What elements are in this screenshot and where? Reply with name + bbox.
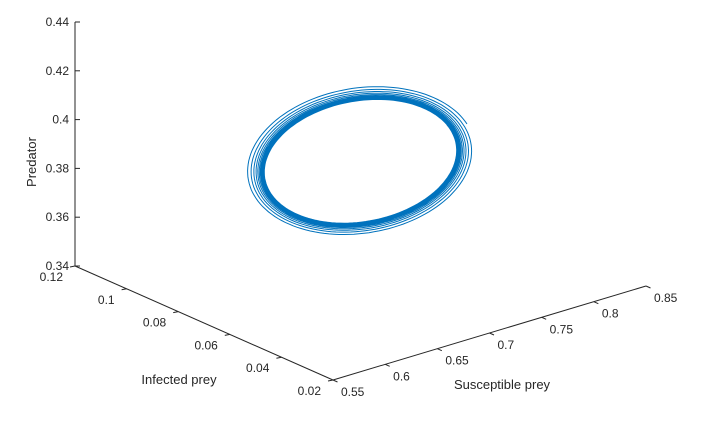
y-tick-label: 0.12 — [40, 270, 64, 284]
y-tick-mark — [327, 379, 334, 382]
x-tick-mark — [645, 285, 651, 289]
z-tick-label: 0.4 — [52, 113, 69, 127]
x-tick-label: 0.55 — [341, 385, 365, 399]
axes — [69, 21, 651, 383]
x-tick-mark — [489, 332, 495, 336]
y-tick-label: 0.1 — [98, 293, 115, 307]
y-tick-label: 0.02 — [298, 384, 322, 398]
z-tick-label: 0.44 — [46, 15, 70, 29]
x-tick-mark — [437, 348, 443, 352]
x-tick-mark — [384, 363, 390, 367]
z-tick-label: 0.34 — [46, 259, 70, 273]
trajectory-line — [247, 86, 473, 235]
x-tick-label: 0.85 — [654, 291, 678, 305]
y-tick-mark — [173, 311, 179, 314]
x-tick-mark — [332, 379, 338, 383]
x-axis-title: Susceptible prey — [454, 377, 551, 392]
x-tick-mark — [541, 316, 547, 320]
x-tick-label: 0.65 — [445, 354, 469, 368]
y-tick-label: 0.06 — [194, 338, 218, 352]
x-tick-label: 0.75 — [550, 322, 574, 336]
trajectory-group — [247, 86, 473, 235]
z-axis-title: Predator — [24, 136, 39, 187]
y-axis-line — [74, 265, 334, 381]
x-tick-label: 0.7 — [498, 338, 515, 352]
y-tick-label: 0.04 — [246, 361, 270, 375]
y-axis-title: Infected prey — [141, 372, 217, 387]
x-tick-label: 0.8 — [602, 307, 619, 321]
z-tick-label: 0.38 — [46, 161, 70, 175]
x-tick-label: 0.6 — [393, 369, 410, 383]
y-tick-mark — [276, 356, 282, 359]
y-tick-mark — [121, 288, 127, 291]
z-tick-label: 0.42 — [46, 64, 70, 78]
x-tick-mark — [593, 301, 599, 305]
y-tick-label: 0.08 — [143, 316, 167, 330]
y-tick-mark — [224, 333, 230, 336]
z-tick-label: 0.36 — [46, 210, 70, 224]
tick-labels: 0.55 0.6 0.65 0.7 0.75 0.8 0.85 0.02 0.04 0.06 0.0… — [40, 15, 678, 399]
y-tick-mark — [69, 265, 76, 268]
